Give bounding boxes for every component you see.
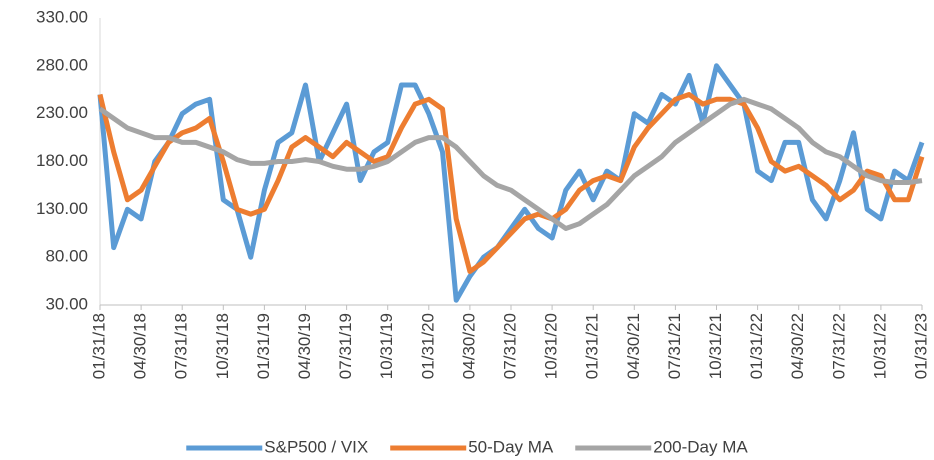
x-tick-label: 01/31/21 — [583, 313, 602, 379]
legend-label: S&P500 / VIX — [264, 437, 368, 456]
x-tick-label: 04/30/20 — [459, 313, 478, 379]
y-tick-label: 280.00 — [36, 55, 88, 74]
x-tick-label: 04/30/18 — [131, 313, 150, 379]
y-tick-label: 130.00 — [36, 199, 88, 218]
x-tick-label: 01/31/18 — [89, 313, 108, 379]
x-tick-label: 04/30/19 — [295, 313, 314, 379]
series-line — [97, 92, 925, 274]
y-tick-label: 230.00 — [36, 103, 88, 122]
x-tick-label: 01/31/20 — [418, 313, 437, 379]
series-line — [98, 96, 923, 231]
legend: S&P500 / VIX 50-Day MA 200-Day MA — [186, 437, 748, 456]
x-tick-label: 07/31/21 — [665, 313, 684, 379]
x-tick-label: 07/31/19 — [336, 313, 355, 379]
x-tick-label: 10/31/21 — [706, 313, 725, 379]
x-tick-label: 10/31/22 — [870, 313, 889, 379]
x-tick-label: 04/30/21 — [624, 313, 643, 379]
x-tick-label: 07/31/22 — [829, 313, 848, 379]
series-line — [97, 63, 925, 303]
y-tick-label: 30.00 — [45, 294, 88, 313]
x-tick-label: 10/31/18 — [213, 313, 232, 379]
x-tick-label: 04/30/22 — [788, 313, 807, 379]
x-tick-label: 10/31/20 — [542, 313, 561, 379]
y-tick-label: 330.00 — [36, 7, 88, 26]
x-tick-label: 01/31/22 — [747, 313, 766, 379]
x-tick-label: 01/31/23 — [911, 313, 930, 379]
x-tick-label: 07/31/20 — [500, 313, 519, 379]
x-tick-label: 10/31/19 — [377, 313, 396, 379]
legend-label: 200-Day MA — [653, 437, 748, 456]
y-tick-label: 80.00 — [45, 247, 88, 266]
legend-label: 50-Day MA — [468, 437, 554, 456]
x-tick-label: 07/31/18 — [172, 313, 191, 379]
y-tick-label: 180.00 — [36, 151, 88, 170]
x-tick-label: 01/31/19 — [254, 313, 273, 379]
